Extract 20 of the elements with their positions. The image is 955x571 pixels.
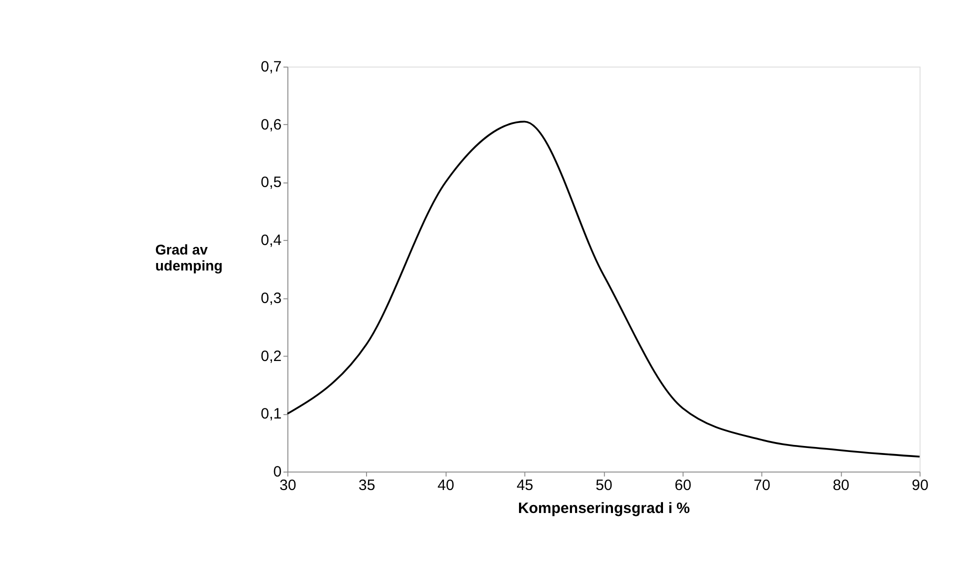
y-tick-label: 0,5 xyxy=(260,174,282,192)
x-tick-label: 80 xyxy=(832,476,850,494)
y-tick-label: 0,7 xyxy=(260,58,282,76)
x-tick-label: 35 xyxy=(358,476,376,494)
x-axis-title: Kompenseringsgrad i % xyxy=(518,500,690,517)
y-tick-label: 0,3 xyxy=(260,290,282,307)
y-tick-label: 0,4 xyxy=(260,232,282,250)
y-tick-label: 0,6 xyxy=(260,116,282,134)
x-tick-label: 30 xyxy=(279,476,296,494)
x-tick-label: 90 xyxy=(912,476,928,494)
y-tick-label: 0,1 xyxy=(260,406,282,423)
x-tick-label: 45 xyxy=(516,476,534,494)
x-tick-label: 70 xyxy=(754,476,770,494)
x-tick-label: 60 xyxy=(674,476,692,494)
x-tick-label: 50 xyxy=(596,476,612,494)
y-tick-label: 0,2 xyxy=(260,348,282,365)
y-axis-title: Grad av udemping xyxy=(155,242,223,274)
line-series xyxy=(286,120,921,458)
x-tick-label: 40 xyxy=(438,476,454,494)
y-tick-label: 0 xyxy=(273,464,282,481)
